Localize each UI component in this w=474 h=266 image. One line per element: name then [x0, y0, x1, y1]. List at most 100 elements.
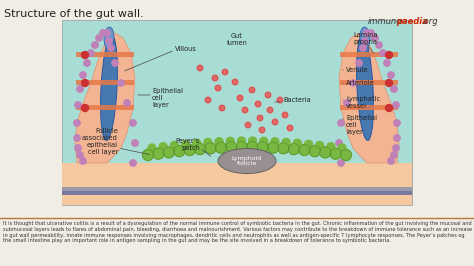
- Circle shape: [278, 143, 289, 154]
- Circle shape: [246, 142, 258, 152]
- Circle shape: [316, 142, 324, 149]
- Text: immuno: immuno: [368, 17, 402, 26]
- Text: Lymphoid
follicle: Lymphoid follicle: [232, 156, 262, 167]
- Circle shape: [104, 30, 110, 36]
- Circle shape: [193, 139, 201, 147]
- Circle shape: [304, 140, 312, 148]
- Circle shape: [376, 42, 382, 48]
- Circle shape: [226, 137, 234, 145]
- Circle shape: [327, 143, 335, 151]
- Text: Epithelial
cell
layer: Epithelial cell layer: [346, 115, 377, 135]
- Circle shape: [170, 142, 178, 149]
- Ellipse shape: [360, 27, 370, 49]
- Circle shape: [360, 45, 366, 51]
- Circle shape: [299, 145, 310, 156]
- Ellipse shape: [100, 36, 118, 140]
- Circle shape: [271, 138, 279, 146]
- Circle shape: [259, 127, 265, 133]
- Bar: [62, 187, 412, 191]
- Circle shape: [222, 69, 228, 75]
- Text: Arteriole: Arteriole: [346, 80, 375, 86]
- Bar: [340, 80, 398, 85]
- Bar: [62, 20, 412, 205]
- Circle shape: [356, 60, 362, 66]
- Text: Structure of the gut wall.: Structure of the gut wall.: [4, 9, 144, 19]
- Circle shape: [340, 149, 352, 160]
- Circle shape: [204, 138, 212, 146]
- Circle shape: [74, 135, 80, 141]
- Circle shape: [260, 137, 268, 145]
- Circle shape: [237, 137, 246, 145]
- Circle shape: [74, 120, 80, 126]
- Circle shape: [385, 80, 392, 86]
- Circle shape: [319, 147, 331, 158]
- Circle shape: [84, 60, 90, 66]
- Polygon shape: [75, 33, 135, 163]
- Circle shape: [112, 60, 118, 66]
- Circle shape: [293, 139, 301, 147]
- Bar: [340, 105, 398, 110]
- Text: Lymphatic
vessel: Lymphatic vessel: [346, 96, 380, 109]
- Circle shape: [130, 120, 136, 126]
- Circle shape: [130, 160, 136, 166]
- Text: Follicle
associated
epithelial
cell layer: Follicle associated epithelial cell laye…: [82, 128, 118, 155]
- Text: Lamina
propria: Lamina propria: [353, 32, 377, 45]
- Circle shape: [195, 144, 206, 155]
- Circle shape: [82, 105, 89, 111]
- Circle shape: [96, 35, 102, 41]
- Circle shape: [184, 145, 195, 156]
- Text: .org: .org: [422, 17, 438, 26]
- Circle shape: [288, 144, 300, 155]
- Circle shape: [265, 92, 271, 98]
- Bar: [62, 163, 412, 205]
- Circle shape: [372, 35, 378, 41]
- Circle shape: [391, 152, 397, 158]
- Circle shape: [249, 87, 255, 93]
- Circle shape: [364, 30, 370, 36]
- Circle shape: [380, 50, 386, 56]
- Circle shape: [182, 140, 190, 148]
- Circle shape: [388, 158, 394, 164]
- Bar: [76, 52, 134, 57]
- Circle shape: [393, 145, 399, 151]
- Circle shape: [267, 107, 273, 113]
- Text: paedia: paedia: [396, 17, 428, 26]
- Circle shape: [336, 140, 342, 146]
- Circle shape: [248, 137, 256, 145]
- Circle shape: [164, 147, 174, 158]
- Bar: [340, 52, 398, 57]
- Circle shape: [388, 72, 394, 78]
- Circle shape: [174, 146, 185, 157]
- Circle shape: [282, 112, 288, 118]
- Circle shape: [245, 122, 251, 128]
- Circle shape: [272, 119, 278, 125]
- Circle shape: [106, 38, 112, 44]
- Circle shape: [338, 144, 346, 152]
- Text: Gut
lumen: Gut lumen: [227, 33, 247, 46]
- Circle shape: [394, 120, 400, 126]
- Circle shape: [330, 148, 341, 159]
- Circle shape: [226, 142, 237, 153]
- Circle shape: [82, 52, 89, 59]
- Text: Villous: Villous: [175, 46, 197, 52]
- Circle shape: [391, 86, 397, 92]
- Polygon shape: [339, 33, 399, 163]
- Circle shape: [232, 79, 238, 85]
- Circle shape: [393, 102, 399, 108]
- Text: Epithelial
cell
layer: Epithelial cell layer: [152, 88, 183, 108]
- Circle shape: [118, 80, 124, 86]
- Circle shape: [92, 42, 98, 48]
- Circle shape: [197, 65, 203, 71]
- Circle shape: [132, 140, 138, 146]
- Circle shape: [368, 30, 374, 36]
- Circle shape: [350, 80, 356, 86]
- Circle shape: [385, 105, 392, 111]
- Circle shape: [108, 45, 114, 51]
- Circle shape: [215, 85, 221, 91]
- Circle shape: [216, 142, 227, 153]
- Bar: [62, 191, 412, 195]
- Ellipse shape: [218, 148, 276, 173]
- Circle shape: [242, 107, 248, 113]
- Circle shape: [257, 115, 263, 121]
- Circle shape: [384, 60, 390, 66]
